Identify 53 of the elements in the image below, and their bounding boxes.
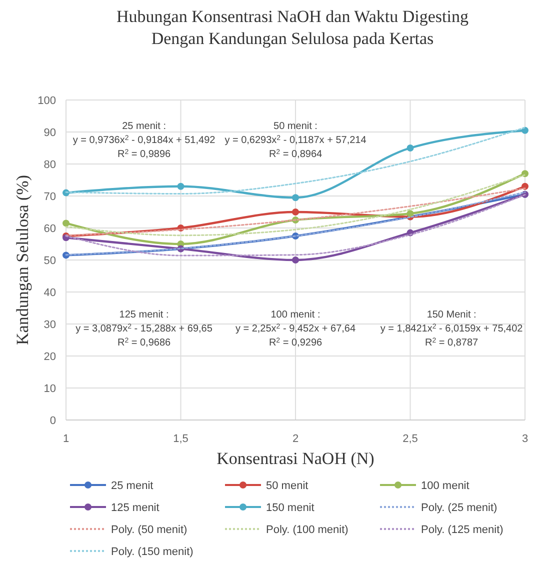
- point: [522, 170, 528, 178]
- chart-title: Hubungan Konsentrasi NaOH dan Waktu Digesting Dengan Kandungan Selulosa pada Kertas: [116, 7, 469, 48]
- x-axis-title: Konsentrasi NaOH (N): [216, 449, 374, 468]
- annotation: R$^{2}$ = 0,9686: [117, 337, 172, 349]
- legend-label: Poly. (125 menit): [421, 524, 504, 536]
- y-tick-label: 30: [44, 319, 56, 331]
- legend-label: Poly. (100 menit): [266, 524, 348, 536]
- y-tick-label: 40: [44, 287, 56, 299]
- y-tick-label: 100: [38, 95, 56, 107]
- legend-label: 150 menit: [266, 502, 314, 514]
- y-axis-title: Kandungan Selulosa (%): [13, 175, 32, 345]
- annotation: y = 0,9736x$^{2}$ - 0,9184x + 51,492: [72, 134, 216, 146]
- y-tick-label: 90: [44, 127, 56, 139]
- point: [522, 126, 528, 134]
- y-tick-label: 80: [44, 159, 56, 171]
- y-tick-label: 50: [44, 255, 56, 267]
- legend-label: 100 menit: [421, 480, 470, 492]
- point: [406, 144, 414, 152]
- annotation: 100 menit :: [270, 310, 320, 321]
- annotation: y = 0,6293x$^{2}$ - 0,1187x + 57,214: [224, 134, 367, 146]
- legend-label: 25 menit: [111, 480, 154, 492]
- legend-label: Poly. (50 menit): [111, 524, 188, 536]
- x-tick-label: 1: [62, 433, 70, 445]
- annotation: y = 3,0879x$^{2}$ - 15,288x + 69,65: [76, 323, 213, 335]
- legend-label: 50 menit: [266, 480, 308, 492]
- y-tick-label: 70: [44, 191, 56, 203]
- point: [292, 208, 299, 216]
- point: [406, 210, 414, 218]
- x-tick-label: 3: [522, 433, 528, 445]
- y-tick-label: 60: [44, 223, 56, 235]
- annotation: 125 menit :: [119, 310, 169, 321]
- annotation: y = 2,25x$^{2}$ - 9,452x + 67,64: [235, 323, 356, 335]
- point: [177, 182, 184, 190]
- annotation: R$^{2}$ = 0,9896: [117, 148, 172, 160]
- annotation: y = 1,8421x$^{2}$ - 6,0159x + 75,402: [380, 323, 524, 335]
- x-tick-label: 2,5: [402, 433, 418, 445]
- point: [292, 194, 299, 202]
- x-tick-label: 1,5: [173, 433, 188, 445]
- legend-label: Poly. (25 menit): [421, 502, 498, 514]
- legend-label: Poly. (150 menit): [111, 546, 194, 558]
- point: [292, 256, 299, 264]
- annotation: 25 menit :: [122, 120, 166, 132]
- annotation: R$^{2}$ = 0,8964: [268, 148, 322, 160]
- x-tick-label: 2: [292, 433, 299, 445]
- annotation: R$^{2}$ = 0,9296: [268, 337, 322, 349]
- legend-label: 125 menit: [111, 502, 160, 514]
- y-tick-label: 0: [50, 415, 56, 427]
- y-tick-label: 20: [44, 351, 56, 363]
- point: [62, 220, 70, 227]
- annotation: 150 Menit :: [426, 310, 476, 321]
- annotation: 50 menit :: [274, 120, 318, 132]
- annotation: R$^{2}$ = 0,8787: [424, 337, 479, 349]
- y-tick-label: 10: [44, 383, 56, 395]
